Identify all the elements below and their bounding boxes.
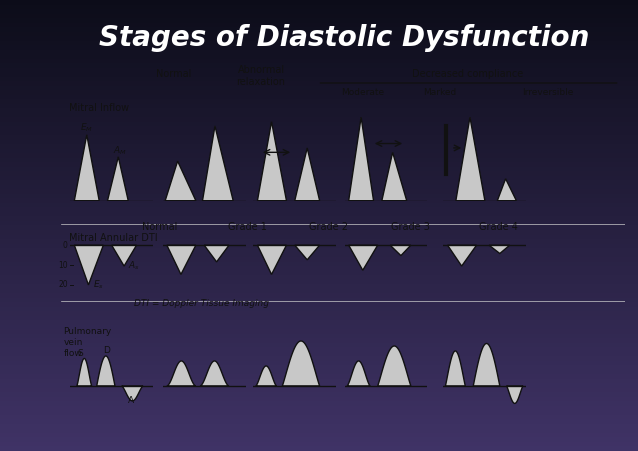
Polygon shape [97, 356, 115, 386]
Polygon shape [507, 386, 523, 403]
Polygon shape [74, 245, 103, 285]
Text: 0: 0 [63, 241, 68, 250]
Text: 20: 20 [58, 281, 68, 290]
Polygon shape [77, 359, 92, 386]
Text: Grade 2: Grade 2 [309, 222, 348, 232]
Polygon shape [445, 351, 465, 386]
Text: Grade 1: Grade 1 [228, 222, 267, 232]
Polygon shape [167, 245, 196, 275]
Text: Decreased compliance: Decreased compliance [412, 69, 523, 78]
Polygon shape [382, 152, 407, 201]
Text: $E_s$: $E_s$ [93, 278, 104, 290]
Polygon shape [165, 161, 196, 201]
Text: $A_M$: $A_M$ [114, 144, 127, 156]
Text: Grade 3: Grade 3 [391, 222, 430, 232]
Text: Moderate: Moderate [341, 88, 384, 97]
Polygon shape [257, 121, 286, 201]
Text: Mitral Inflow: Mitral Inflow [69, 103, 130, 113]
Text: Abnormal
relaxation: Abnormal relaxation [237, 65, 286, 87]
Polygon shape [456, 117, 485, 201]
Text: A: A [128, 396, 135, 405]
Polygon shape [257, 245, 286, 275]
Text: Marked: Marked [424, 88, 457, 97]
Polygon shape [295, 245, 320, 260]
Polygon shape [107, 156, 128, 201]
Text: $E_M$: $E_M$ [80, 121, 93, 134]
Text: 10: 10 [58, 261, 68, 270]
Polygon shape [378, 346, 411, 386]
Polygon shape [348, 245, 378, 270]
Text: DTI = Doppler Tissue Imaging: DTI = Doppler Tissue Imaging [134, 299, 269, 308]
Text: Mitral Annular DTI: Mitral Annular DTI [69, 233, 158, 243]
Text: S: S [78, 349, 84, 358]
Polygon shape [167, 361, 196, 386]
Polygon shape [204, 245, 229, 262]
Polygon shape [498, 179, 516, 201]
Text: Normal: Normal [142, 222, 177, 232]
Polygon shape [489, 245, 510, 253]
Polygon shape [347, 361, 370, 386]
Text: Grade 4: Grade 4 [478, 222, 517, 232]
Text: $A_s$: $A_s$ [128, 259, 140, 272]
Polygon shape [390, 245, 411, 256]
Text: Stages of Diastolic Dysfunction: Stages of Diastolic Dysfunction [100, 24, 590, 52]
Polygon shape [348, 117, 374, 201]
Polygon shape [74, 135, 100, 201]
Polygon shape [256, 366, 276, 386]
Polygon shape [448, 245, 477, 266]
Polygon shape [295, 148, 320, 201]
Polygon shape [202, 126, 234, 201]
Polygon shape [200, 361, 229, 386]
Text: Normal: Normal [156, 69, 191, 78]
Text: Pulmonary
vein
flow: Pulmonary vein flow [63, 327, 112, 358]
Polygon shape [112, 245, 137, 266]
Polygon shape [473, 344, 500, 386]
Polygon shape [282, 341, 320, 386]
Text: Irreversible: Irreversible [522, 88, 573, 97]
Text: D: D [103, 346, 110, 355]
